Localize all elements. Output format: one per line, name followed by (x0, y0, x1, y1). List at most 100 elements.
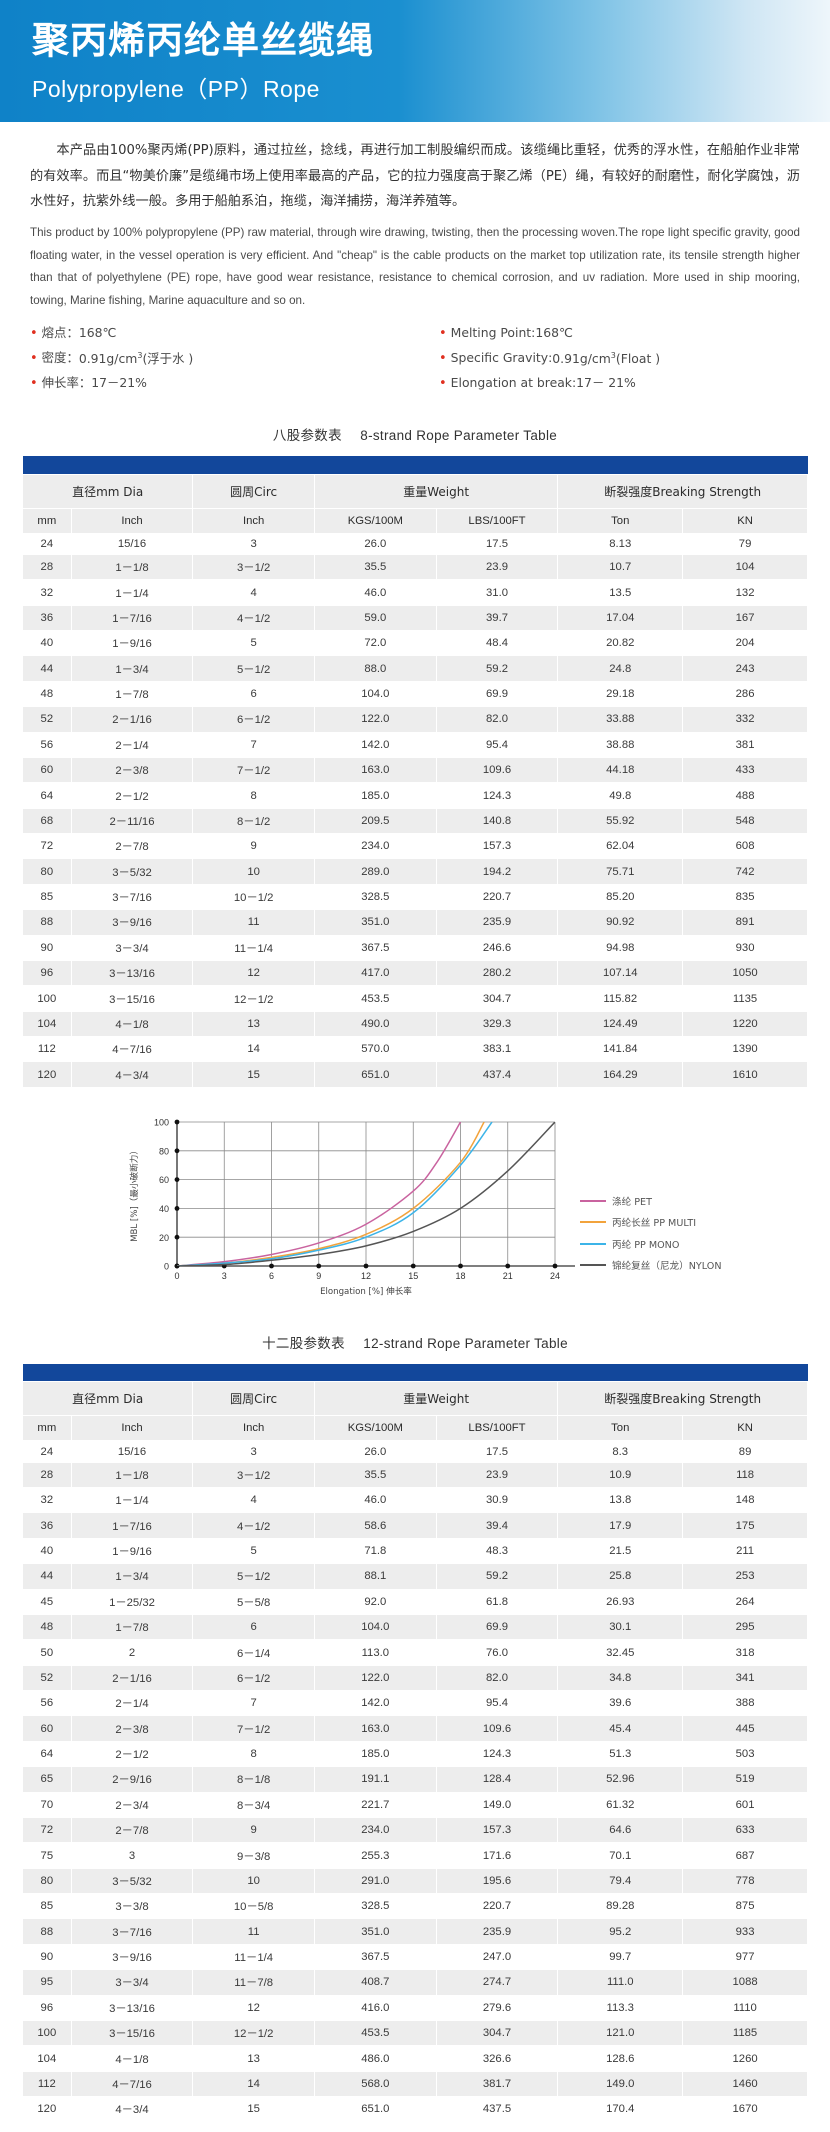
mbl-elongation-chart-block: 0 20 40 60 80 100 0 3 6 9 12 15 18 21 24 Elongation [%]… (0, 1088, 830, 1310)
table-cell: 255.3 (314, 1842, 437, 1869)
table-cell: 9 (192, 833, 315, 860)
table-cell: 48.4 (435, 630, 559, 657)
table-cell: 7 (192, 1690, 315, 1717)
table-cell: 12 (192, 1994, 315, 2021)
svg-text:80: 80 (159, 1146, 169, 1156)
description-english: This product by 100% polypropylene (PP) … (30, 226, 800, 307)
table-row: 72 2－7/8 9 234.0 157.3 62.04 608 (22, 833, 808, 860)
table-cell: 329.3 (435, 1010, 559, 1038)
table-cell: 59.2 (435, 655, 559, 682)
table8-col-mm: mm (22, 507, 72, 534)
table-cell: 69.9 (435, 1613, 559, 1641)
table-row: 75 3 9－3/8 255.3 171.6 70.1 687 (22, 1842, 808, 1869)
svg-text:0: 0 (164, 1261, 169, 1271)
table-cell: 72 (22, 833, 72, 860)
table-cell: 3－13/16 (70, 959, 194, 987)
description-chinese: 本产品由100%聚丙烯(PP)原料，通过拉丝，捻线，再进行加工制股编织而成。该缆… (30, 143, 800, 210)
table-cell: 1－1/4 (70, 579, 194, 606)
table8-accent-bar (22, 456, 808, 475)
table-cell: 56 (22, 1690, 72, 1717)
table-cell: 3－1/2 (192, 1461, 315, 1489)
table-cell: 778 (682, 1867, 808, 1895)
table-cell: 11 (192, 1918, 315, 1945)
table-cell: 64 (22, 782, 72, 809)
chart-legend: 涤纶 PET 丙纶长丝 PP MULTI 丙纶 PP MONO 锦纶复丝（尼龙）… (580, 1194, 722, 1280)
bullet-dot-icon: • (30, 376, 38, 392)
bullet-dot-icon: • (439, 350, 447, 366)
legend-swatch-pet (580, 1199, 606, 1202)
table-cell: 124.49 (557, 1010, 684, 1038)
legend-item-pp-mono: 丙纶 PP MONO (580, 1237, 722, 1251)
table-cell: 157.3 (435, 833, 559, 860)
bullet-dot-icon: • (30, 325, 38, 341)
page-title-en: Polypropylene（PP）Rope (32, 76, 320, 103)
table-cell: 104.0 (314, 1613, 437, 1641)
table-cell: 568.0 (314, 2070, 437, 2098)
specs-column-english: • Melting Point : 168℃ • Specific Gravit… (415, 324, 800, 403)
svg-text:100: 100 (154, 1117, 169, 1127)
table-cell: 2－1/16 (70, 706, 194, 733)
table-cell: 651.0 (314, 2096, 437, 2123)
table12-group-circ: 圆周Circ (192, 1381, 315, 1417)
table-cell: 64.6 (557, 1816, 684, 1844)
table-cell: 9－3/8 (192, 1842, 315, 1869)
table12-group-strength: 断裂强度Breaking Strength (557, 1381, 808, 1417)
table-cell: 246.6 (435, 934, 559, 961)
table-cell: 85 (22, 1893, 72, 1920)
table-cell: 1－1/8 (70, 553, 194, 581)
table-row: 65 2－9/16 8－1/8 191.1 128.4 52.96 519 (22, 1766, 808, 1793)
table-cell: 33.88 (557, 706, 684, 733)
table-cell: 209.5 (314, 807, 437, 835)
legend-label-pp-multi: 丙纶长丝 PP MULTI (612, 1218, 697, 1230)
table-cell: 8 (192, 782, 315, 809)
table-cell: 416.0 (314, 1994, 437, 2021)
table-cell: 1185 (682, 2019, 808, 2047)
table-cell: 6－1/2 (192, 706, 315, 733)
table-row: 56 2－1/4 7 142.0 95.4 38.88 381 (22, 731, 808, 758)
table8-subheader-row: mm Inch Inch KGS/100M LBS/100FT Ton KN (22, 507, 808, 534)
table-cell: 221.7 (314, 1791, 437, 1818)
table-cell: 10－5/8 (192, 1893, 315, 1920)
table-cell: 2－1/16 (70, 1664, 194, 1692)
table-cell: 48 (22, 680, 72, 708)
table-row: 45 1－25/32 5－5/8 92.0 61.8 26.93 264 (22, 1588, 808, 1615)
table-cell: 2－3/8 (70, 756, 194, 784)
table-cell: 2－3/4 (70, 1791, 194, 1818)
table8-title: 八股参数表 8-strand Rope Parameter Table (0, 424, 830, 444)
table-cell: 1－3/4 (70, 655, 194, 682)
table-row: 60 2－3/8 7－1/2 163.0 109.6 44.18 433 (22, 756, 808, 784)
table-cell: 85 (22, 883, 72, 911)
table-cell: 1050 (682, 959, 808, 987)
chart-series-line (177, 1121, 462, 1266)
table-row: 100 3－15/16 12－1/2 453.5 304.7 121.0 1185 (22, 2019, 808, 2047)
table-cell: 2－9/16 (70, 1766, 194, 1793)
table-cell: 351.0 (314, 1918, 437, 1945)
spec-label: Specific Gravity (450, 349, 549, 365)
table-cell: 5 (192, 1537, 315, 1565)
spec-sep: ： (78, 375, 92, 391)
table-cell: 142.0 (314, 1690, 437, 1717)
table-cell: 1260 (682, 2045, 808, 2072)
table-row: 88 3－9/16 11 351.0 235.9 90.92 891 (22, 909, 808, 936)
table-cell: 12－1/2 (192, 985, 315, 1012)
table-cell: 17.5 (435, 1440, 559, 1463)
table-cell: 46.0 (314, 1487, 437, 1514)
table-cell: 40 (22, 1537, 72, 1565)
table8-col-circ-inch: Inch (192, 507, 315, 534)
table-cell: 486.0 (314, 2045, 437, 2072)
table-cell: 1－9/16 (70, 1537, 194, 1565)
legend-swatch-nylon (580, 1264, 606, 1267)
table-cell: 109.6 (435, 1715, 559, 1742)
table-cell: 95.4 (435, 1690, 559, 1717)
table-cell: 234.0 (314, 833, 437, 860)
spec-value: 168℃ (535, 324, 573, 340)
table-cell: 891 (682, 909, 808, 936)
table-cell: 149.0 (557, 2070, 684, 2098)
table-cell: 2－7/8 (70, 1816, 194, 1844)
table-cell: 59.2 (435, 1563, 559, 1590)
table-cell: 381.7 (435, 2070, 559, 2098)
table-cell: 8 (192, 1740, 315, 1768)
table-cell: 100 (22, 985, 72, 1012)
table-cell: 4－1/8 (70, 2045, 194, 2072)
table-cell: 4－7/16 (70, 2070, 194, 2098)
